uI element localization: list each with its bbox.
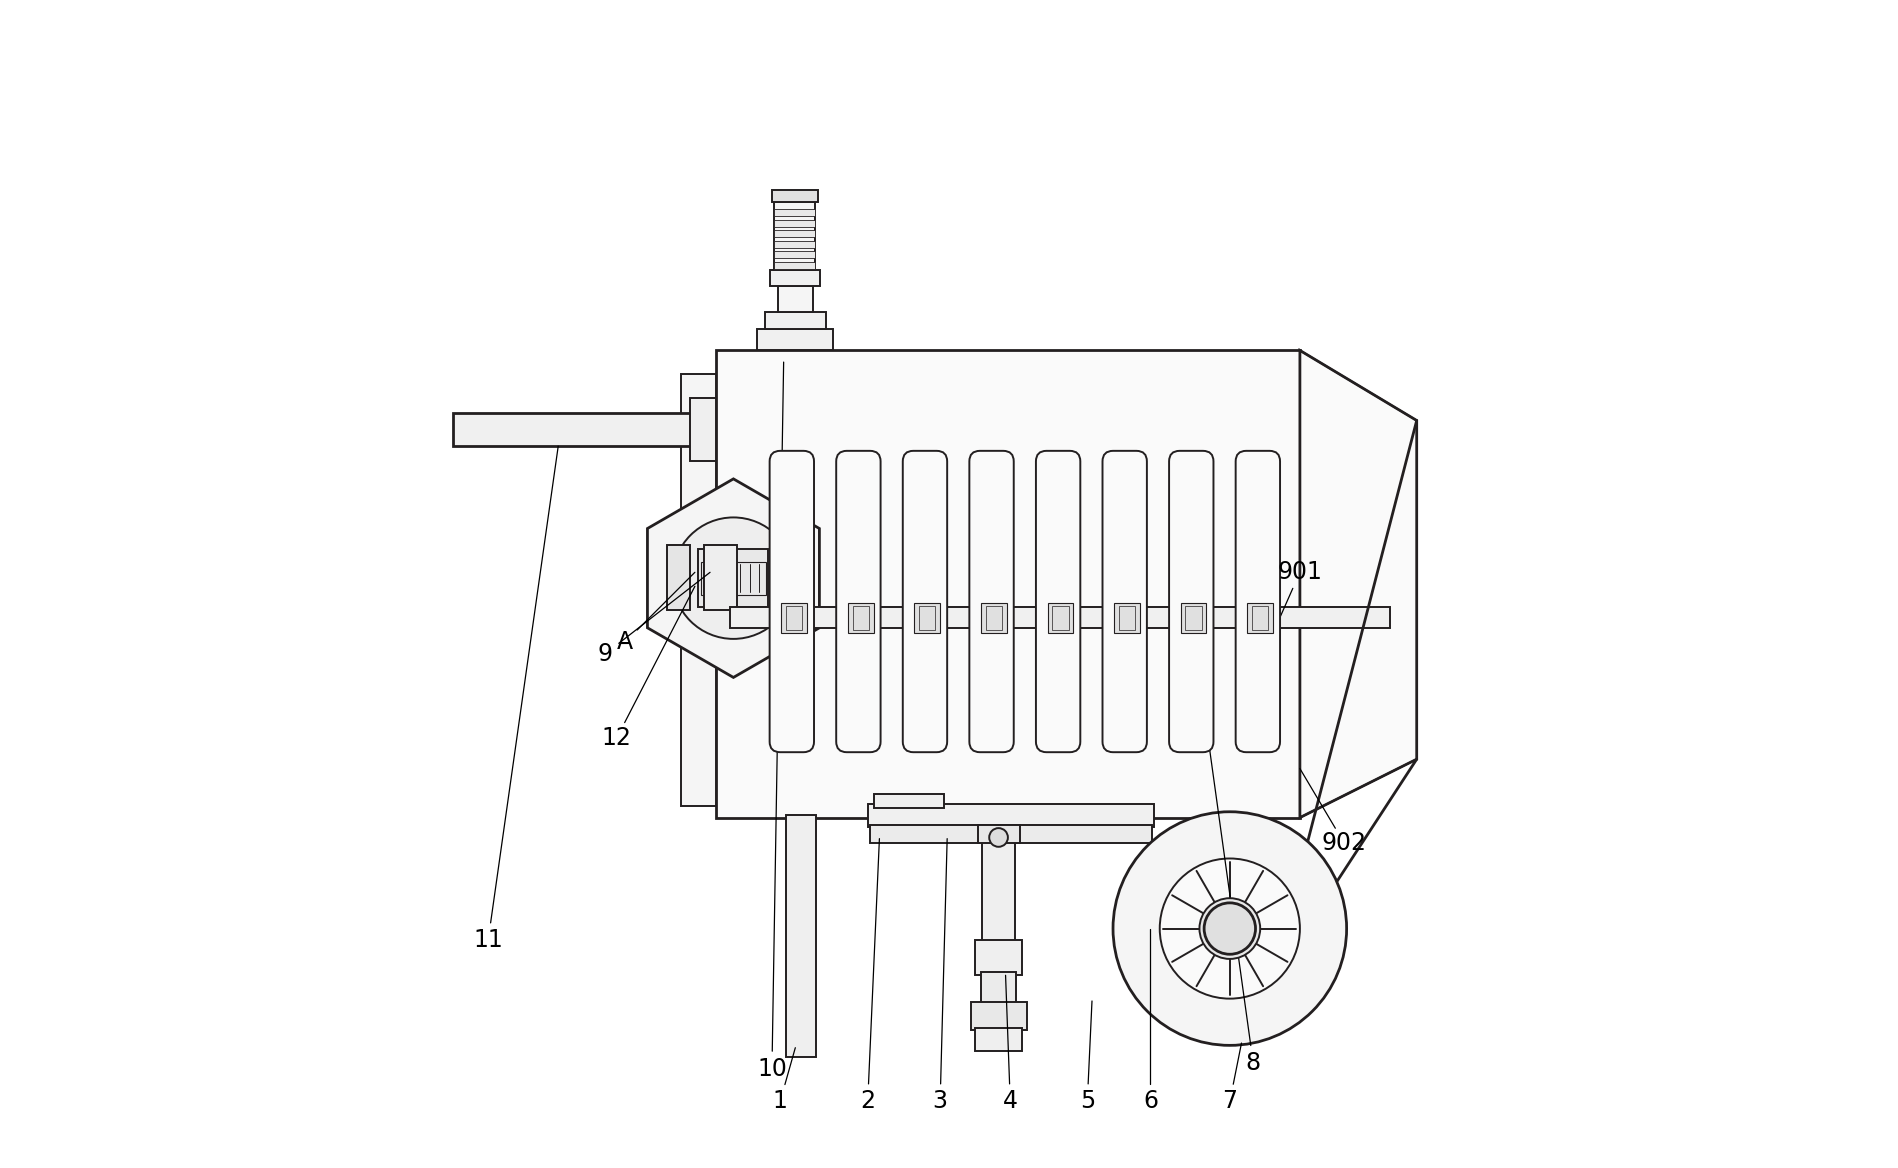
Bar — [919, 606, 936, 630]
Bar — [689, 398, 716, 461]
FancyBboxPatch shape — [1236, 451, 1279, 752]
Bar — [778, 286, 812, 312]
Bar — [454, 413, 698, 446]
Bar — [698, 549, 769, 607]
Bar — [977, 825, 1019, 843]
Bar — [981, 972, 1015, 1004]
Bar — [970, 1002, 1027, 1030]
Bar — [774, 209, 814, 216]
Bar — [780, 603, 807, 633]
Bar — [700, 562, 765, 595]
Bar — [1251, 606, 1268, 630]
Text: 6: 6 — [1143, 1090, 1158, 1113]
Bar — [1247, 603, 1272, 633]
Bar — [729, 607, 1389, 628]
Bar — [873, 794, 943, 808]
FancyBboxPatch shape — [968, 451, 1014, 752]
Text: 8: 8 — [1245, 1051, 1260, 1075]
Bar — [1118, 606, 1135, 630]
Text: A: A — [617, 631, 632, 654]
Circle shape — [1160, 858, 1300, 999]
Bar — [774, 220, 814, 227]
Bar — [774, 241, 814, 248]
Bar — [774, 262, 814, 269]
Bar — [985, 606, 1002, 630]
Text: 902: 902 — [1321, 832, 1367, 855]
Bar — [704, 545, 736, 610]
Bar — [681, 374, 716, 806]
Circle shape — [1209, 908, 1251, 950]
Circle shape — [1200, 898, 1260, 959]
Bar — [786, 606, 803, 630]
Bar — [976, 940, 1021, 975]
Circle shape — [1112, 812, 1346, 1045]
Circle shape — [989, 828, 1008, 847]
Bar — [786, 815, 816, 1057]
Bar — [976, 1028, 1021, 1051]
Bar — [915, 603, 940, 633]
Polygon shape — [647, 479, 818, 677]
Text: 12: 12 — [602, 726, 632, 750]
FancyBboxPatch shape — [769, 451, 814, 752]
Bar — [852, 606, 869, 630]
Bar — [757, 329, 831, 350]
Bar — [765, 312, 826, 329]
Bar — [1114, 603, 1139, 633]
FancyBboxPatch shape — [1169, 451, 1213, 752]
Bar — [981, 839, 1014, 944]
Bar — [1051, 606, 1069, 630]
Text: 5: 5 — [1080, 1090, 1095, 1113]
Text: 1: 1 — [772, 1090, 788, 1113]
Text: 3: 3 — [932, 1090, 947, 1113]
Bar — [774, 230, 814, 237]
Circle shape — [1203, 903, 1255, 954]
Bar — [769, 270, 820, 286]
Text: 4: 4 — [1002, 1090, 1017, 1113]
Bar — [981, 603, 1006, 633]
Bar — [869, 825, 1150, 843]
Bar — [847, 603, 873, 633]
FancyBboxPatch shape — [902, 451, 947, 752]
Text: 7: 7 — [1222, 1090, 1237, 1113]
FancyBboxPatch shape — [1036, 451, 1080, 752]
Text: 2: 2 — [860, 1090, 875, 1113]
Text: 11: 11 — [473, 929, 503, 952]
FancyBboxPatch shape — [1103, 451, 1146, 752]
Bar — [666, 545, 689, 610]
FancyBboxPatch shape — [835, 451, 881, 752]
Text: 901: 901 — [1277, 561, 1321, 584]
Bar — [716, 350, 1300, 818]
Bar — [774, 202, 814, 270]
Text: 9: 9 — [598, 642, 613, 666]
Bar — [867, 804, 1154, 827]
Bar — [1048, 603, 1072, 633]
Bar — [1184, 606, 1201, 630]
Circle shape — [672, 517, 793, 639]
Bar — [774, 251, 814, 258]
Polygon shape — [1300, 350, 1416, 818]
Bar — [1181, 603, 1205, 633]
Text: 10: 10 — [757, 1057, 786, 1080]
Bar — [772, 190, 816, 202]
